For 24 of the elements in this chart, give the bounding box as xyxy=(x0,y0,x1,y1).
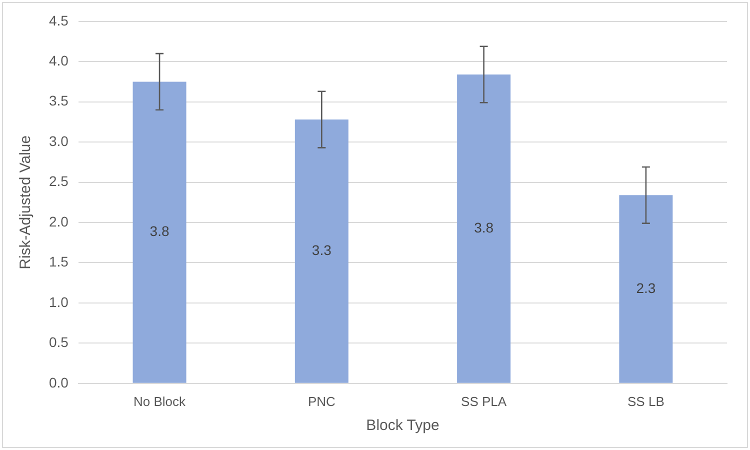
data-label: 3.3 xyxy=(312,242,332,258)
x-tick-label: PNC xyxy=(308,394,336,409)
y-tick-label: 3.5 xyxy=(48,92,69,109)
y-tick-label: 4.5 xyxy=(48,12,69,28)
y-tick-label: 0.0 xyxy=(48,374,69,390)
y-axis-title: Risk-Adjusted Value xyxy=(17,135,34,270)
x-tick-label: SS LB xyxy=(628,394,664,409)
y-tick-label: 4.0 xyxy=(48,52,69,68)
bar xyxy=(619,195,673,383)
x-tick-label: No Block xyxy=(134,394,186,409)
data-label: 3.8 xyxy=(474,220,494,236)
y-tick-label: 0.5 xyxy=(48,334,69,350)
x-tick-label: SS PLA xyxy=(461,394,507,409)
y-tick-label: 2.0 xyxy=(48,213,69,230)
bar xyxy=(457,74,511,383)
data-label: 3.8 xyxy=(150,223,170,240)
data-label: 2.3 xyxy=(636,280,656,296)
y-tick-label: 1.0 xyxy=(48,294,69,310)
bar xyxy=(132,82,186,383)
x-axis-title: Block Type xyxy=(366,417,440,434)
y-tick-label: 3.0 xyxy=(48,132,69,149)
y-tick-label: 2.5 xyxy=(48,173,69,190)
y-tick-label: 1.5 xyxy=(48,254,69,270)
bar xyxy=(294,120,348,383)
